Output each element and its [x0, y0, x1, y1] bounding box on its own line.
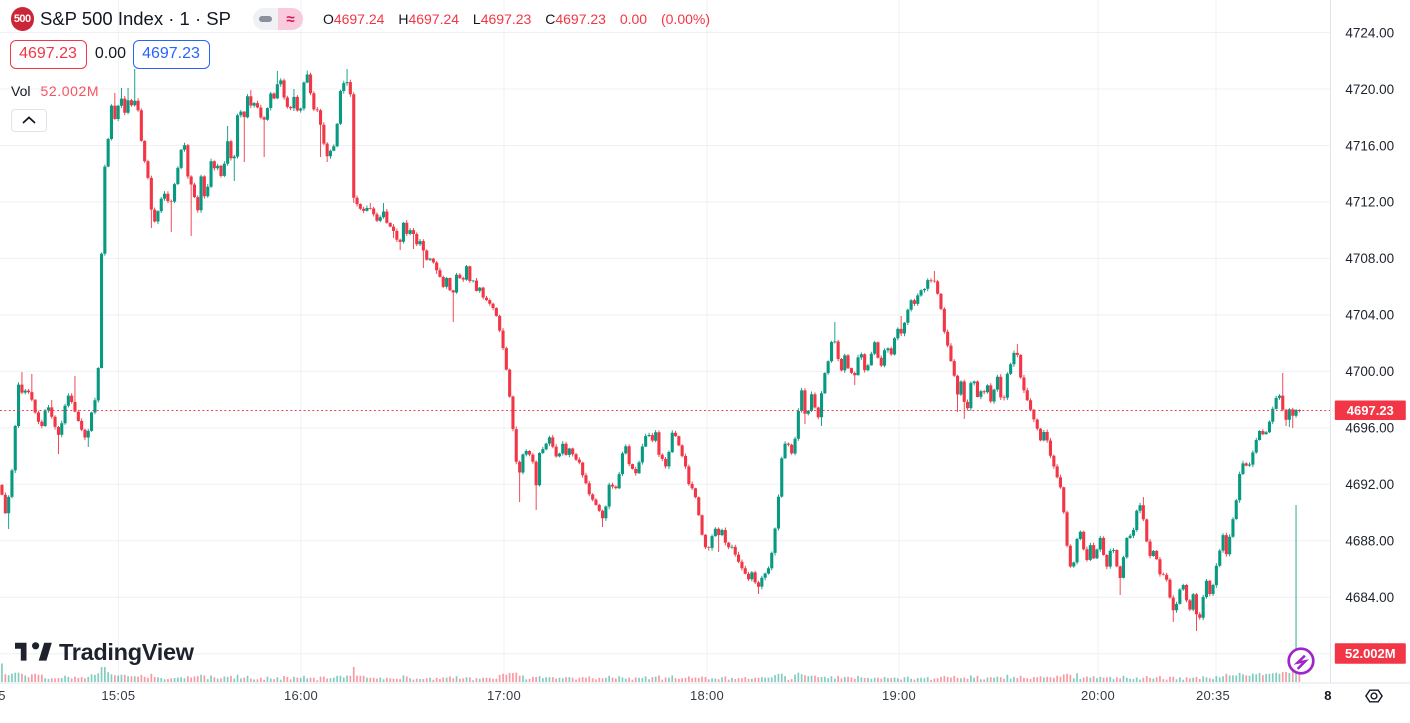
svg-text:TradingView: TradingView — [59, 639, 195, 665]
svg-text:15:05: 15:05 — [101, 688, 135, 703]
svg-text:4720.00: 4720.00 — [1345, 82, 1394, 97]
svg-text:17:00: 17:00 — [487, 688, 521, 703]
svg-text:4700.00: 4700.00 — [1345, 364, 1394, 379]
svg-text:4716.00: 4716.00 — [1345, 138, 1394, 153]
svg-text:8: 8 — [1324, 688, 1332, 703]
svg-text:4697.23: 4697.23 — [1347, 403, 1394, 418]
svg-text:16:00: 16:00 — [284, 688, 318, 703]
svg-text:18:00: 18:00 — [690, 688, 724, 703]
svg-text:19:00: 19:00 — [882, 688, 916, 703]
svg-text:4688.00: 4688.00 — [1345, 534, 1394, 549]
svg-text:4692.00: 4692.00 — [1345, 477, 1394, 492]
svg-text:4684.00: 4684.00 — [1345, 590, 1394, 605]
svg-text:4724.00: 4724.00 — [1345, 25, 1394, 40]
svg-text:20:00: 20:00 — [1081, 688, 1115, 703]
svg-text:5: 5 — [0, 688, 6, 703]
svg-text:4712.00: 4712.00 — [1345, 195, 1394, 210]
svg-text:4704.00: 4704.00 — [1345, 308, 1394, 323]
svg-text:4708.00: 4708.00 — [1345, 251, 1394, 266]
svg-text:4696.00: 4696.00 — [1345, 421, 1394, 436]
svg-text:52.002M: 52.002M — [1345, 646, 1396, 661]
svg-text:20:35: 20:35 — [1196, 688, 1230, 703]
